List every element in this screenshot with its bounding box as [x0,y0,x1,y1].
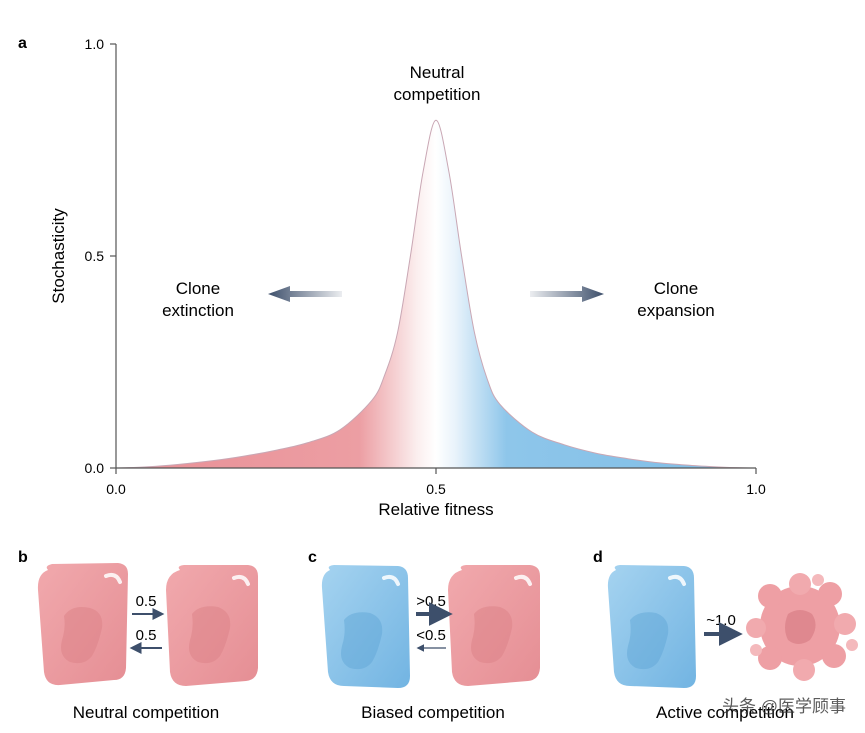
y-tick-label: 0.0 [85,460,105,476]
blue-cell-icon [321,565,410,688]
fitness-stochasticity-area [115,119,757,469]
pink-cell-icon [37,563,128,686]
blue-cell-icon [607,565,696,688]
right-arrow-icon [530,286,604,302]
x-tick-label: 0.5 [426,481,446,497]
watermark: 头条 @医学顾事 [722,697,846,716]
x-tick-label: 1.0 [746,481,766,497]
rate-forward-label: 0.5 [136,593,157,610]
panel-b-caption: Neutral competition [73,703,219,722]
right-annotation-line1: Clone [654,279,698,298]
peak-annotation-line1: Neutral [410,63,465,82]
left-annotation-line1: Clone [176,279,220,298]
pink-cell-icon [448,565,540,686]
rate-backward-label: 0.5 [136,627,157,644]
y-tick-label: 1.0 [85,36,105,52]
rate-forward-label: >0.5 [416,593,446,610]
chart-axes [110,43,757,474]
panel-d-letter: d [593,549,603,566]
x-axis-label: Relative fitness [378,500,493,519]
rate-label: ~1.0 [706,612,736,629]
rate-backward-label: <0.5 [416,627,446,644]
x-tick-label: 0.0 [106,481,126,497]
peak-annotation-line2: competition [394,85,481,104]
y-axis-label: Stochasticity [49,208,68,304]
right-annotation-line2: expansion [637,301,715,320]
panel-c-caption: Biased competition [361,703,505,722]
panel-c-letter: c [308,549,317,566]
left-arrow-icon [268,286,342,302]
left-annotation-line2: extinction [162,301,234,320]
y-tick-label: 0.5 [85,248,105,264]
pink-cell-icon [166,565,258,686]
panel-b-letter: b [18,549,28,566]
panel-d-caption: Active competition [656,703,794,722]
panel-a-letter: a [18,35,27,52]
dying-cell-icon [746,573,858,681]
